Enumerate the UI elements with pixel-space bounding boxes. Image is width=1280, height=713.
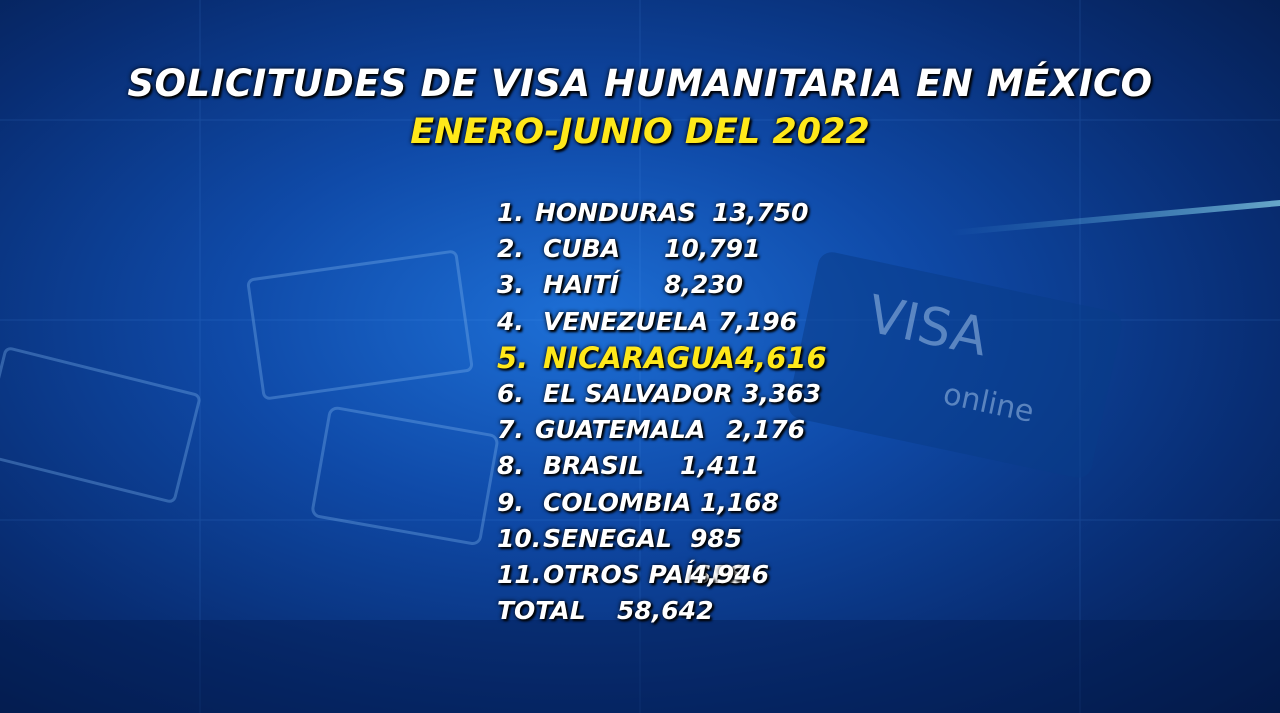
rank: 11. [497,560,542,589]
value: 13,750 [712,198,809,227]
total-value: 58,642 [617,596,714,626]
country: EL SALVADOR [543,379,733,408]
value: 985 [690,523,743,553]
country: HAITÍ [543,270,619,300]
rank: 7. [497,415,524,445]
country: SENEGAL [543,523,672,553]
subtitle: ENERO-JUNIO DEL 2022 [410,112,870,152]
rank: 6. [497,379,524,408]
value: 4,946 [690,560,770,589]
title: SOLICITUDES DE VISA HUMANITARIA EN MÉXIC… [127,62,1153,105]
rank: 1. [497,198,524,227]
value: 4,616 [735,340,827,375]
value: 3,363 [742,379,822,408]
country: OTROS PAÍSES [543,560,747,589]
rank: 5. [497,340,529,375]
country: HONDURAS [535,198,696,227]
rank: 2. [497,234,524,264]
country: NICARAGUA [543,340,736,375]
value: 10,791 [664,234,761,264]
rank: 10. [497,523,542,553]
value: 1,168 [700,487,780,517]
rank: 3. [497,270,524,300]
country: CUBA [543,234,621,264]
value: 7,196 [718,306,798,336]
value: 2,176 [726,415,806,445]
total-label: TOTAL [497,596,586,626]
country: GUATEMALA [535,415,706,445]
country: BRASIL [543,451,644,481]
rank: 4. [497,306,524,336]
country: VENEZUELA [543,306,709,336]
value: 1,411 [680,451,760,481]
country: COLOMBIA [543,487,692,517]
rank: 8. [497,451,524,481]
rank: 9. [497,487,524,517]
value: 8,230 [664,270,744,300]
